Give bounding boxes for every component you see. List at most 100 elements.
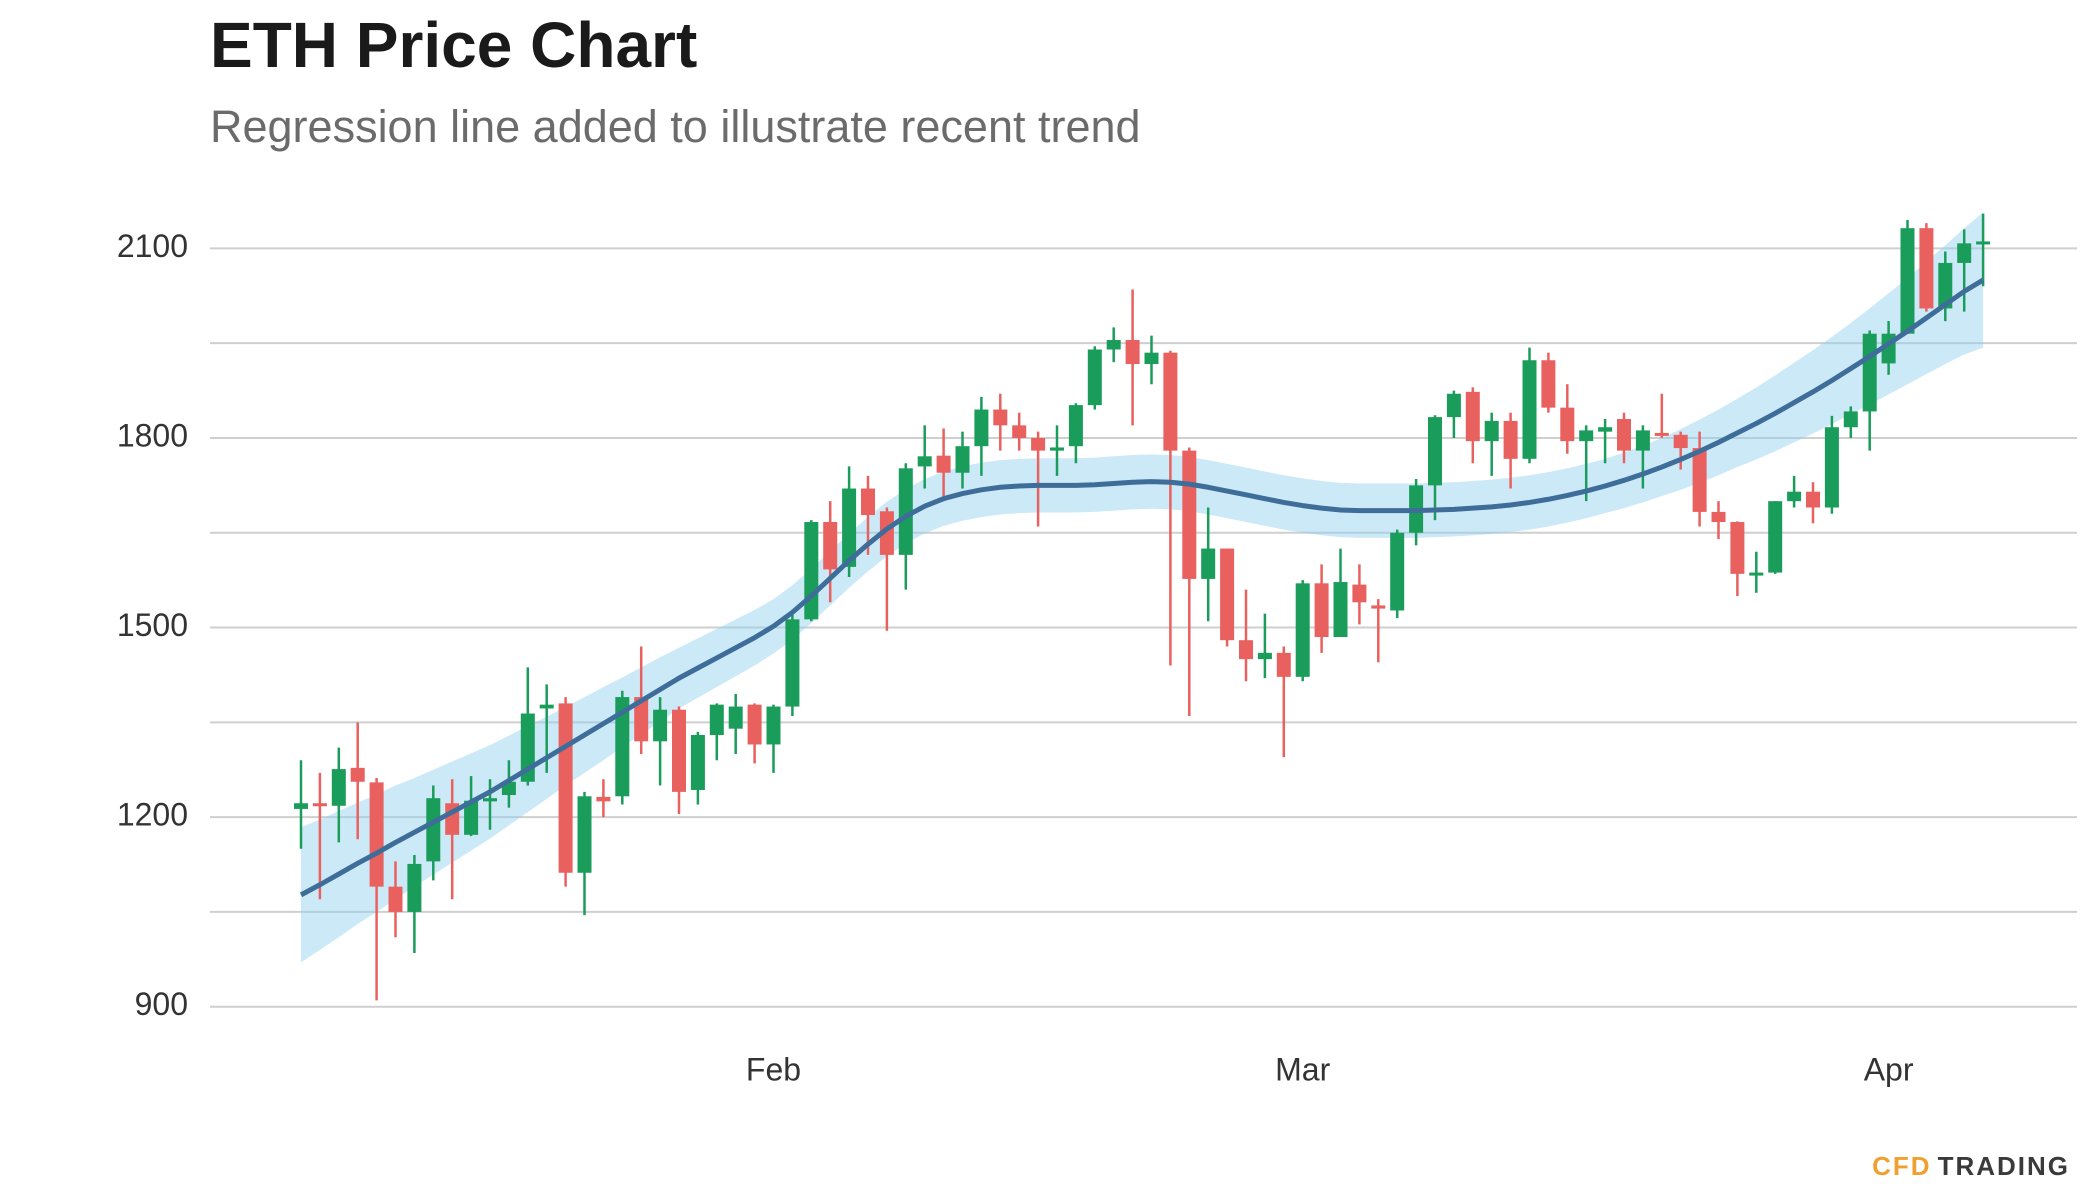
- candle-body: [634, 697, 649, 742]
- candle-body: [1787, 491, 1802, 502]
- candle-body: [1390, 532, 1405, 611]
- candle-body: [1220, 548, 1235, 641]
- candle-body: [1333, 582, 1348, 638]
- candle-body: [823, 522, 838, 570]
- regression-line: [299, 277, 1985, 898]
- y-tick-label: 1200: [117, 797, 188, 833]
- brand-name: TRADING: [1938, 1151, 2070, 1181]
- candle-body: [728, 706, 743, 729]
- candle-body: [369, 782, 384, 887]
- candle-body: [1730, 522, 1745, 574]
- candle-body: [1749, 572, 1764, 576]
- candle-body: [993, 409, 1008, 426]
- candle-body: [936, 455, 951, 473]
- candle-body: [1314, 583, 1329, 638]
- candle-body: [483, 798, 497, 802]
- chart-title: ETH Price Chart: [210, 9, 697, 81]
- candle-body: [804, 522, 819, 620]
- candle-body: [558, 703, 573, 873]
- candle-body: [1428, 417, 1442, 486]
- candle-body: [1711, 511, 1726, 523]
- candle-body: [1201, 548, 1216, 579]
- candle-body: [1446, 393, 1461, 418]
- x-tick-label: Mar: [1275, 1051, 1330, 1087]
- candle-body: [785, 619, 800, 707]
- candle-body: [1957, 243, 1972, 263]
- regression-band-layer: [301, 212, 1984, 963]
- candle-body: [1503, 420, 1518, 459]
- regression-band: [301, 212, 1984, 963]
- candle-body: [1276, 652, 1291, 677]
- candle-body: [842, 488, 857, 567]
- candle-body: [1579, 430, 1594, 442]
- candle-body: [1806, 491, 1820, 508]
- candle-body: [1182, 450, 1197, 579]
- axis-labels: 900 1200 1500 1800 2100 Feb Mar Apr: [117, 228, 1914, 1088]
- candle-body: [1673, 434, 1688, 449]
- candle-body: [1635, 430, 1650, 451]
- candle-body: [917, 456, 932, 467]
- candle-body: [1900, 228, 1915, 334]
- chart-subtitle: Regression line added to illustrate rece…: [210, 101, 1141, 152]
- candle-body: [1938, 262, 1953, 309]
- candle-body: [653, 709, 668, 742]
- candle-body: [709, 704, 724, 735]
- x-tick-label: Feb: [746, 1051, 801, 1087]
- candle-body: [1295, 583, 1310, 677]
- candle-body: [1087, 349, 1102, 406]
- brand: CFD TRADING: [1872, 1151, 2070, 1181]
- candles: [294, 213, 1991, 1001]
- x-tick-label: Apr: [1864, 1051, 1914, 1087]
- candle-body: [974, 409, 989, 447]
- candle-body: [407, 863, 422, 912]
- candle-body: [1371, 605, 1386, 609]
- candle-body: [1598, 427, 1613, 432]
- candle-body: [539, 704, 554, 709]
- candle-body: [1768, 501, 1783, 573]
- y-tick-label: 1500: [117, 607, 188, 643]
- candle-body: [1163, 352, 1178, 451]
- candle-body: [596, 796, 611, 802]
- candle-body: [861, 488, 875, 516]
- candle-body: [1522, 360, 1537, 459]
- brand-prefix: CFD: [1872, 1151, 1931, 1181]
- candle-body: [294, 803, 308, 809]
- candle-body: [615, 697, 630, 797]
- candle-body: [388, 886, 403, 912]
- candle-body: [1106, 340, 1121, 350]
- candle-body: [1239, 640, 1253, 660]
- candle-body: [1031, 437, 1046, 451]
- candle-body: [747, 704, 762, 745]
- candle-body: [426, 798, 441, 862]
- candle-body: [464, 800, 479, 835]
- candle-body: [1050, 447, 1064, 451]
- candle-body: [1068, 405, 1083, 447]
- candle-body: [1617, 419, 1631, 451]
- candle-body: [672, 709, 686, 792]
- y-tick-label: 2100: [117, 228, 188, 264]
- candle-body: [1919, 228, 1934, 309]
- candle-body: [879, 511, 894, 555]
- candle-body: [1012, 425, 1027, 438]
- candle-body: [1125, 340, 1140, 365]
- candle-body: [312, 803, 327, 807]
- candle-body: [766, 706, 781, 745]
- candle-body: [898, 468, 913, 555]
- candle-body: [1541, 360, 1556, 408]
- y-tick-label: 900: [135, 986, 188, 1022]
- regression-layer: [299, 277, 1985, 898]
- candle-body: [1560, 407, 1575, 442]
- candle-body: [1824, 427, 1839, 508]
- candle-body: [1862, 333, 1877, 412]
- candle-body: [1257, 652, 1272, 660]
- candle-body: [1352, 584, 1367, 603]
- candle-body: [955, 446, 970, 473]
- candle-body: [1465, 391, 1480, 442]
- candle-body: [1144, 352, 1159, 365]
- candle-body: [577, 796, 592, 873]
- candle-body: [1976, 241, 1991, 245]
- candle-body: [331, 769, 346, 806]
- candle-body: [1484, 420, 1499, 442]
- candle-body: [350, 767, 365, 782]
